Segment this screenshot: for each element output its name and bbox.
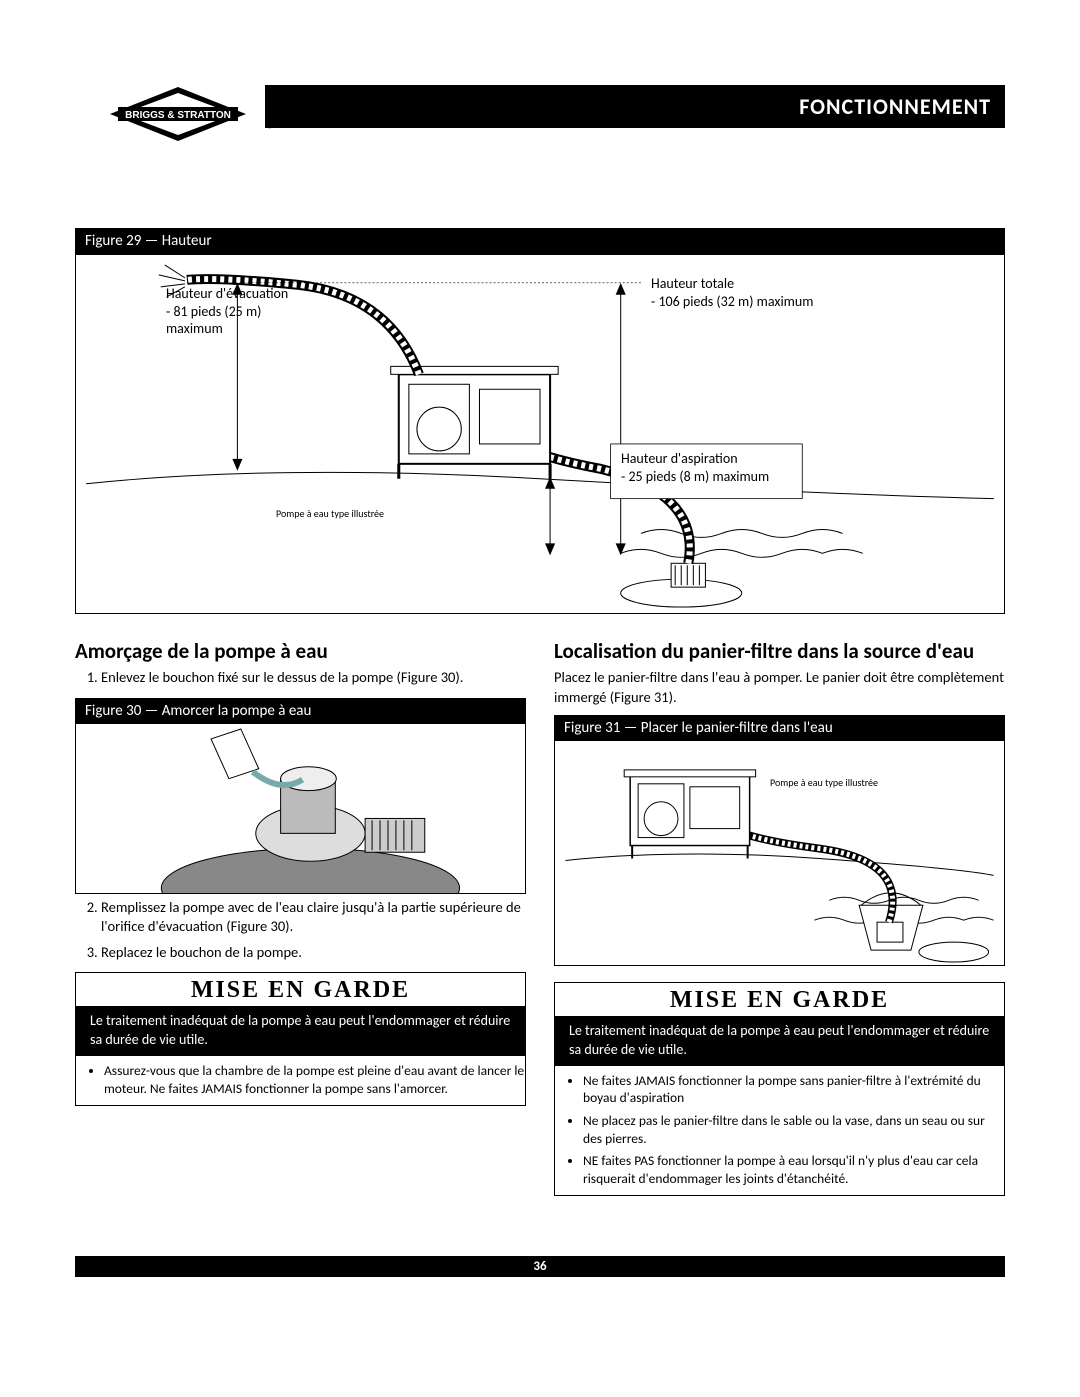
right-heading: Localisation du panier-filtre dans la so…: [554, 638, 1005, 664]
registered-mark: ®: [267, 123, 273, 137]
figure29-caption: Figure 29 — Hauteur: [75, 228, 1005, 254]
left-caution-list: Assurez-vous que la chambre de la pompe …: [76, 1062, 525, 1097]
logo-diamond: BRIGGS & STRATTON ®: [108, 85, 248, 143]
svg-text:BRIGGS & STRATTON: BRIGGS & STRATTON: [125, 110, 231, 121]
manual-page: BRIGGS & STRATTON ® FONCTIONNEMENT Figur…: [0, 0, 1080, 1317]
fig29-total-label: Hauteur totale - 106 pieds (32 m) maximu…: [651, 275, 851, 310]
left-caution-title: MISE EN GARDE: [76, 973, 525, 1006]
left-heading: Amorçage de la pompe à eau: [75, 638, 526, 664]
content-columns: Amorçage de la pompe à eau Enlevez le bo…: [75, 632, 1005, 1196]
left-step-1: Enlevez le bouchon fixé sur le dessus de…: [101, 668, 526, 688]
right-caution-bullet-3: NE faites PAS fonctionner la pompe à eau…: [583, 1152, 1004, 1187]
left-step-3: Replacez le bouchon de la pompe.: [101, 943, 526, 963]
right-caution: MISE EN GARDE Le traitement inadéquat de…: [554, 982, 1005, 1196]
fig29-illustration-note: Pompe à eau type illustrée: [276, 507, 384, 520]
left-caution: MISE EN GARDE Le traitement inadéquat de…: [75, 972, 526, 1106]
fig29-discharge-label: Hauteur d'évacuation - 81 pieds (25 m) m…: [166, 285, 316, 338]
right-column: Localisation du panier-filtre dans la so…: [554, 632, 1005, 1196]
right-caution-bullet-2: Ne placez pas le panier-filtre dans le s…: [583, 1112, 1004, 1147]
right-caution-title: MISE EN GARDE: [555, 983, 1004, 1016]
brand-logo: BRIGGS & STRATTON ®: [95, 85, 260, 148]
left-caution-sub: Le traitement inadéquat de la pompe à ea…: [76, 1006, 525, 1056]
section-header: FONCTIONNEMENT: [265, 85, 1005, 128]
figure31-diagram: Pompe à eau type illustrée: [554, 741, 1005, 966]
left-steps: Enlevez le bouchon fixé sur le dessus de…: [75, 668, 526, 688]
right-paragraph: Placez le panier-filtre dans l'eau à pom…: [554, 668, 1005, 707]
left-column: Amorçage de la pompe à eau Enlevez le bo…: [75, 632, 526, 1196]
figure30-caption: Figure 30 — Amorcer la pompe à eau: [75, 698, 526, 724]
figure31-note: Pompe à eau type illustrée: [770, 776, 878, 789]
page-footer: 36: [75, 1256, 1005, 1277]
right-caution-sub: Le traitement inadéquat de la pompe à ea…: [555, 1016, 1004, 1066]
left-step-2: Remplissez la pompe avec de l'eau claire…: [101, 898, 526, 937]
fig29-suction-label: Hauteur d'aspiration - 25 pieds (8 m) ma…: [621, 450, 801, 485]
right-caution-list: Ne faites JAMAIS fonctionner la pompe sa…: [555, 1072, 1004, 1187]
figure30-diagram: [75, 724, 526, 894]
left-steps-cont: Remplissez la pompe avec de l'eau claire…: [75, 898, 526, 963]
page-number: 36: [533, 1259, 546, 1274]
figure31-caption: Figure 31 — Placer le panier-filtre dans…: [554, 715, 1005, 741]
figure29-diagram: Hauteur d'évacuation - 81 pieds (25 m) m…: [75, 254, 1005, 614]
left-caution-bullet-1: Assurez-vous que la chambre de la pompe …: [104, 1062, 525, 1097]
right-caution-bullet-1: Ne faites JAMAIS fonctionner la pompe sa…: [583, 1072, 1004, 1107]
